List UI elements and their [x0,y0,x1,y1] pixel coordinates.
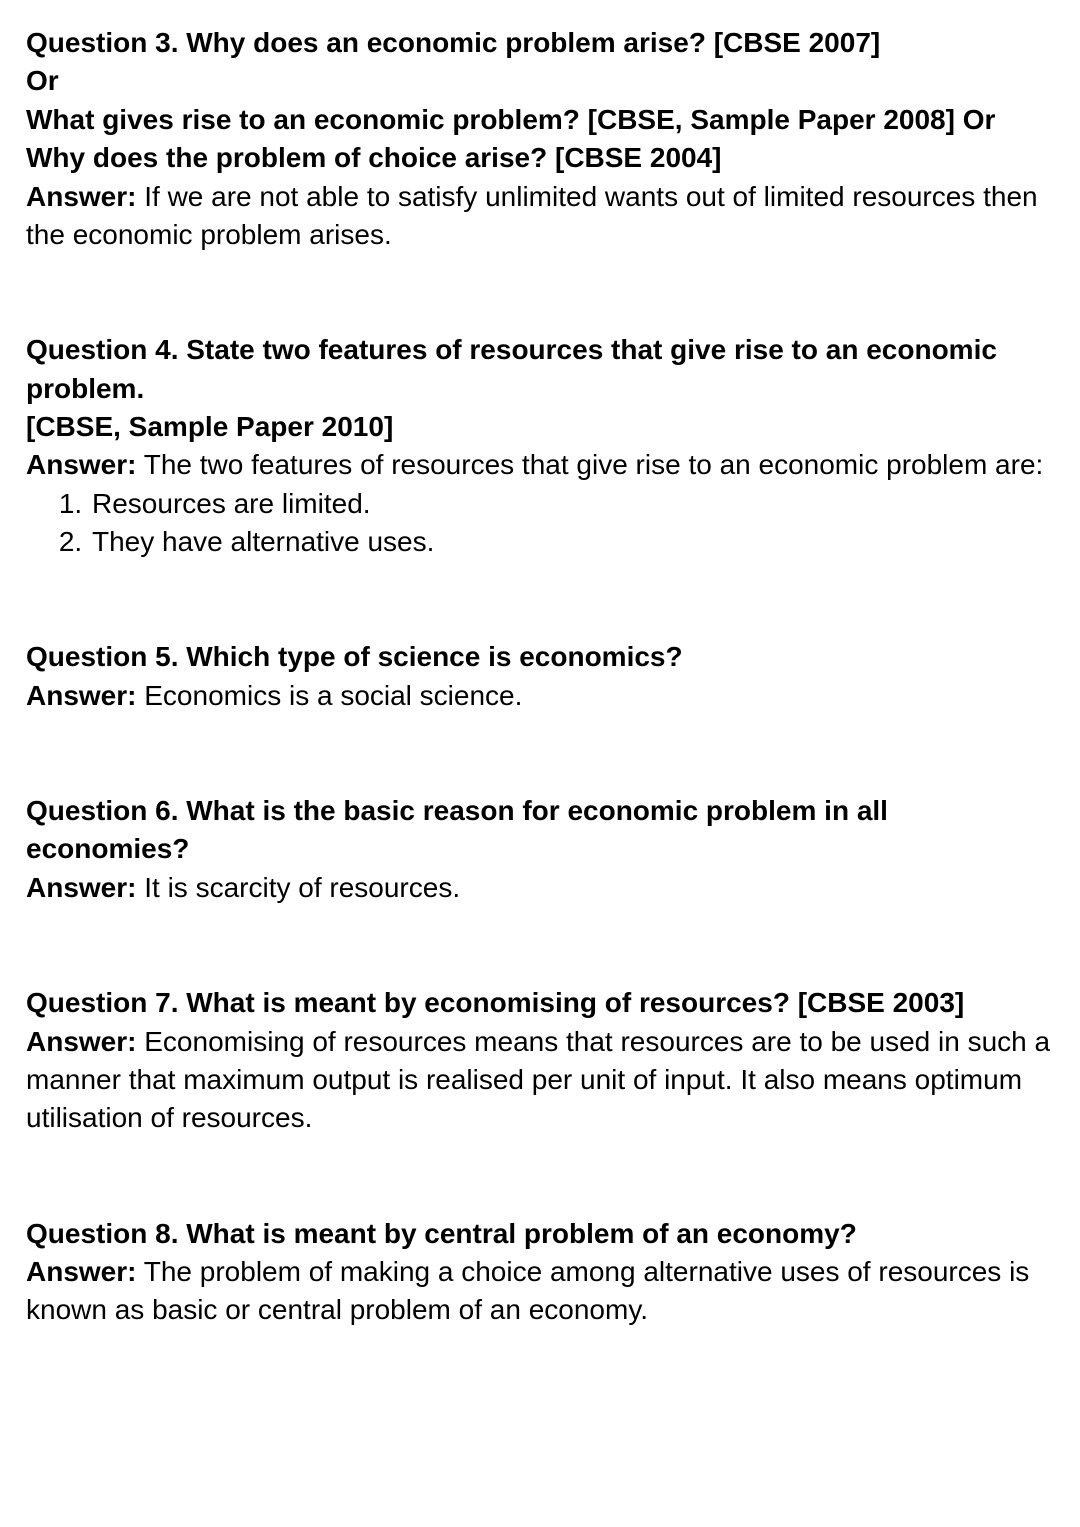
question-line: What gives rise to an economic problem? … [26,103,996,135]
question-line: Question 8. What is meant by central pro… [26,1217,857,1249]
answer: Answer: The two features of resources th… [26,446,1054,484]
answer-label: Answer: [26,449,137,481]
answer: Answer: Economics is a social science. [26,677,1054,715]
qa-block-5: Question 5. Which type of science is eco… [26,638,1054,715]
qa-block-8: Question 8. What is meant by central pro… [26,1215,1054,1330]
answer-text: Economics is a social science. [144,679,523,711]
answer-label: Answer: [26,679,137,711]
question-line: [CBSE, Sample Paper 2010] [26,411,394,443]
answer: Answer: If we are not able to satisfy un… [26,178,1054,255]
list-item: Resources are limited. [90,485,1054,523]
answer-text: The two features of resources that give … [143,449,1044,481]
qa-block-7: Question 7. What is meant by economising… [26,984,1054,1138]
answer-label: Answer: [26,1025,137,1057]
question-line: Question 6. What is the basic reason for… [26,795,888,865]
answer-text: Economising of resources means that reso… [26,1025,1051,1134]
qa-block-4: Question 4. State two features of resour… [26,331,1054,561]
question-line: Why does the problem of choice arise? [C… [26,142,722,174]
question-line: Question 3. Why does an economic problem… [26,27,881,58]
question-line: Question 4. State two features of resour… [26,334,997,404]
answer-label: Answer: [26,871,137,903]
list-item: They have alternative uses. [90,523,1054,561]
answer-text: The problem of making a choice among alt… [26,1255,1030,1326]
answer-text: It is scarcity of resources. [144,871,461,903]
question-line: Or [26,65,59,97]
document-page: Question 3. Why does an economic problem… [0,0,1080,1330]
answer-points-list: Resources are limited. They have alterna… [26,485,1054,562]
answer-label: Answer: [26,180,137,212]
answer: Answer: The problem of making a choice a… [26,1253,1054,1330]
answer: Answer: It is scarcity of resources. [26,869,1054,907]
question-line: Question 7. What is meant by economising… [26,987,965,1019]
qa-block-3: Question 3. Why does an economic problem… [26,24,1054,254]
answer-text: If we are not able to satisfy unlimited … [26,180,1038,251]
qa-block-6: Question 6. What is the basic reason for… [26,792,1054,907]
answer: Answer: Economising of resources means t… [26,1023,1054,1138]
question-line: Question 5. Which type of science is eco… [26,641,683,673]
answer-label: Answer: [26,1255,137,1287]
